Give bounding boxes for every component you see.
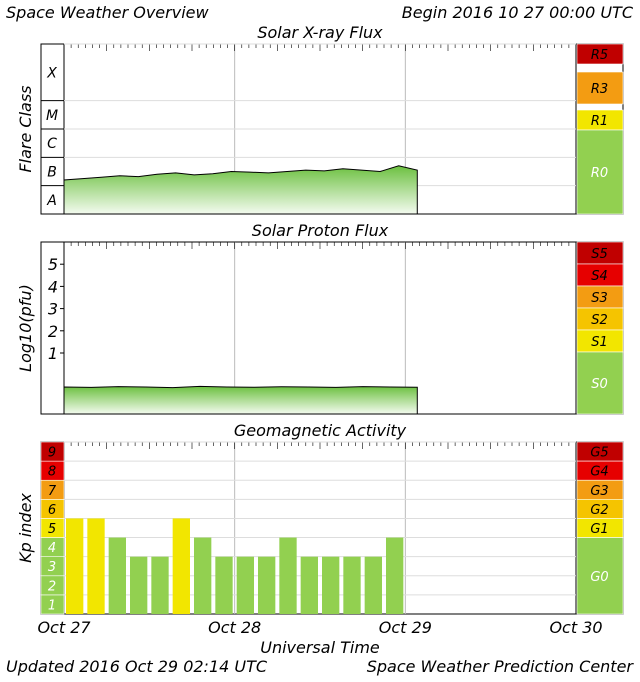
proton-flux-area bbox=[63, 385, 418, 415]
proton-ytick-label: 3 bbox=[48, 300, 58, 319]
proton-scale-label: S2 bbox=[591, 313, 608, 328]
kp-level-label: 2 bbox=[48, 579, 56, 594]
kp-scale-G0 bbox=[576, 537, 624, 615]
xray-ylabel: Flare Class bbox=[16, 85, 35, 172]
proton-scale-label: S4 bbox=[591, 269, 608, 284]
kp-bar bbox=[194, 537, 212, 614]
kp-level-label: 4 bbox=[48, 541, 56, 556]
xray-scale-label: R1 bbox=[591, 114, 608, 129]
kp-bar bbox=[151, 556, 169, 614]
kp-scale-label: G1 bbox=[590, 522, 608, 537]
xray-class-label-C: C bbox=[47, 136, 57, 152]
x-tick-label: Oct 29 bbox=[379, 618, 432, 637]
xray-scale-label: R5 bbox=[591, 48, 608, 63]
proton-scale-label: S1 bbox=[591, 335, 608, 350]
proton-scale-label: S3 bbox=[591, 291, 608, 306]
xray-scale-label: R0 bbox=[591, 166, 608, 181]
proton-title: Solar Proton Flux bbox=[252, 221, 389, 240]
kp-bar bbox=[279, 537, 297, 614]
kp-bar bbox=[236, 556, 254, 614]
kp-level-label: 7 bbox=[48, 484, 57, 499]
kp-bar bbox=[364, 556, 382, 614]
x-tick-label: Oct 28 bbox=[208, 618, 261, 637]
kp-bar bbox=[258, 556, 276, 614]
kp-title: Geomagnetic Activity bbox=[234, 421, 407, 440]
proton-scale-S0 bbox=[576, 351, 624, 415]
kp-bar bbox=[386, 537, 404, 614]
updated-time: Updated 2016 Oct 29 02:14 UTC bbox=[6, 657, 268, 676]
credit-text: Space Weather Prediction Center bbox=[366, 657, 633, 676]
kp-scale-label: G2 bbox=[590, 503, 608, 518]
xray-scale-R3 bbox=[576, 71, 624, 105]
kp-scale-label: G4 bbox=[590, 465, 608, 480]
kp-level-label: 9 bbox=[48, 446, 56, 461]
kp-bar bbox=[322, 556, 340, 614]
begin-time: Begin 2016 10 27 00:00 UTC bbox=[401, 3, 633, 22]
kp-bar bbox=[172, 518, 190, 614]
proton-scale-label: S5 bbox=[591, 247, 608, 262]
xray-scale-R0 bbox=[576, 129, 624, 215]
kp-bar bbox=[66, 518, 84, 614]
xray-flux-area bbox=[63, 165, 418, 215]
proton-ytick-label: 5 bbox=[48, 255, 58, 274]
proton-ytick-label: 4 bbox=[48, 277, 58, 296]
proton-ytick-label: 1 bbox=[48, 344, 58, 363]
x-tick-label: Oct 27 bbox=[37, 618, 91, 637]
kp-level-label: 8 bbox=[48, 465, 56, 480]
kp-level-label: 5 bbox=[48, 522, 56, 537]
xray-class-label-B: B bbox=[47, 165, 57, 181]
xray-title: Solar X-ray Flux bbox=[257, 23, 383, 42]
kp-scale-label: G0 bbox=[590, 570, 608, 585]
page-title: Space Weather Overview bbox=[6, 3, 209, 22]
kp-ylabel: Kp index bbox=[16, 493, 35, 563]
xray-class-label-A: A bbox=[46, 193, 57, 209]
x-tick-label: Oct 30 bbox=[549, 618, 602, 637]
kp-level-label: 6 bbox=[48, 503, 56, 518]
kp-bar bbox=[300, 556, 318, 614]
xray-class-label-M: M bbox=[46, 108, 58, 124]
x-axis-title: Universal Time bbox=[260, 638, 380, 657]
kp-level-label: 3 bbox=[48, 560, 56, 575]
kp-bar bbox=[215, 556, 233, 614]
proton-scale-label: S0 bbox=[591, 377, 608, 392]
kp-scale-label: G5 bbox=[590, 446, 608, 461]
proton-ytick-label: 2 bbox=[48, 322, 58, 341]
kp-bar bbox=[108, 537, 126, 614]
kp-bar bbox=[130, 556, 148, 614]
kp-level-cell bbox=[40, 441, 65, 462]
xray-class-label-X: X bbox=[46, 65, 57, 81]
kp-bar bbox=[343, 556, 361, 614]
kp-bar bbox=[87, 518, 105, 614]
kp-level-label: 1 bbox=[48, 598, 56, 613]
proton-ylabel: Log10(pfu) bbox=[16, 284, 35, 372]
kp-scale-label: G3 bbox=[590, 484, 608, 499]
xray-scale-label: R3 bbox=[591, 82, 608, 97]
xray-scale-R5 bbox=[576, 43, 624, 65]
